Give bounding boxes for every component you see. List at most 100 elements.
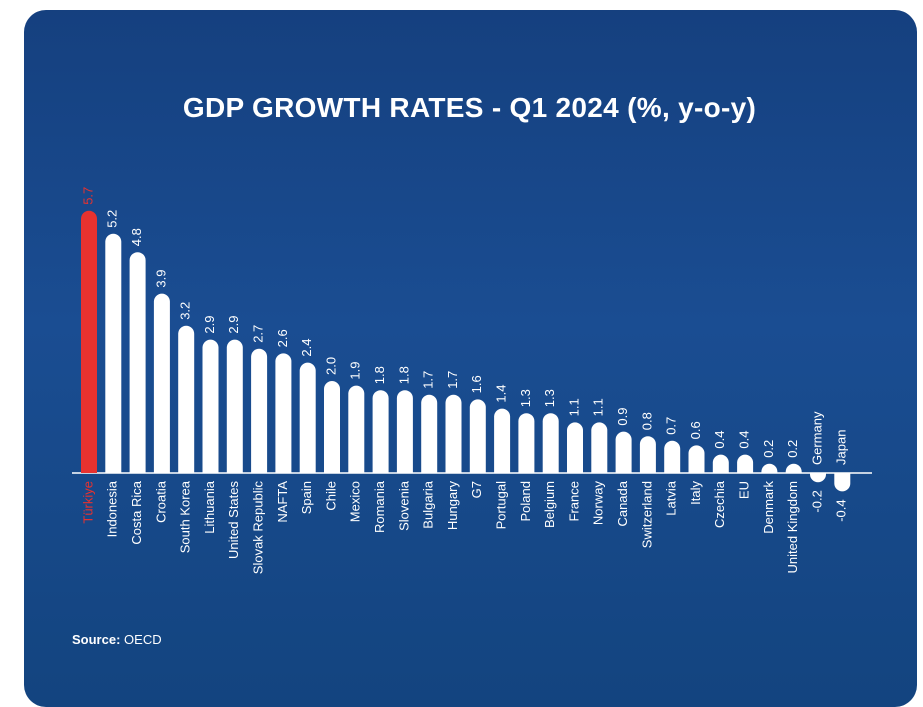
bar-united-states — [226, 339, 243, 473]
value-label: -0.4 — [834, 499, 849, 521]
bar-t-rkiye — [81, 210, 97, 474]
value-label: 5.2 — [105, 210, 120, 228]
value-label: 1.8 — [396, 366, 411, 384]
category-label: United States — [226, 481, 241, 560]
category-label: Slovenia — [396, 480, 411, 531]
bar-bulgaria — [421, 394, 438, 473]
bar-eu — [737, 454, 754, 473]
category-label: Costa Rica — [129, 480, 144, 544]
bar-poland — [518, 413, 535, 473]
value-label: 0.2 — [761, 440, 776, 458]
category-label: Slovak Republic — [251, 481, 266, 575]
bar-costa-rica — [129, 252, 146, 473]
category-label: Denmark — [761, 481, 776, 534]
bar-indonesia — [105, 233, 122, 473]
value-label: 2.0 — [323, 357, 338, 375]
category-label: Czechia — [712, 480, 727, 528]
bar-lithuania — [202, 339, 219, 473]
category-label: France — [566, 481, 581, 521]
category-label: Japan — [834, 430, 849, 465]
value-label: 1.1 — [591, 398, 606, 416]
bar-norway — [591, 422, 608, 473]
bar-italy — [688, 445, 705, 473]
category-label: G7 — [469, 481, 484, 498]
bar-nafta — [275, 353, 292, 473]
value-label: 1.4 — [494, 385, 509, 403]
category-label: Latvia — [664, 480, 679, 515]
value-label: 2.7 — [251, 325, 266, 343]
category-label: Türkiye — [80, 481, 95, 524]
category-label: Chile — [323, 481, 338, 511]
category-label: Croatia — [153, 480, 168, 523]
value-label: 1.3 — [518, 389, 533, 407]
category-label: Romania — [372, 480, 387, 533]
category-label: Spain — [299, 481, 314, 514]
bar-portugal — [494, 408, 511, 473]
category-label: Poland — [518, 481, 533, 521]
bar-slovak-republic — [251, 348, 268, 473]
category-label: Belgium — [542, 481, 557, 528]
value-label: 1.1 — [566, 398, 581, 416]
value-label: 2.9 — [226, 316, 241, 334]
value-label: 2.4 — [299, 339, 314, 357]
value-label: 1.9 — [348, 362, 363, 380]
value-label: 0.9 — [615, 408, 630, 426]
category-label: NAFTA — [275, 481, 290, 523]
value-label: 0.4 — [712, 431, 727, 449]
category-label: United Kingdom — [785, 481, 800, 574]
bar-mexico — [348, 385, 365, 473]
category-label: Mexico — [348, 481, 363, 522]
bar-france — [567, 422, 583, 473]
source-text: OECD — [124, 632, 162, 647]
bar-hungary — [445, 394, 462, 473]
category-label: Indonesia — [105, 480, 120, 537]
value-label: 3.2 — [178, 302, 193, 320]
bar-belgium — [542, 413, 559, 473]
bar-germany — [810, 473, 826, 483]
source-note: Source: OECD — [72, 632, 162, 647]
bar-switzerland — [639, 436, 656, 473]
category-label: Germany — [809, 411, 824, 465]
value-label: 1.3 — [542, 389, 557, 407]
bar-united-kingdom — [785, 463, 802, 473]
value-label: -0.2 — [809, 490, 824, 512]
bar-latvia — [664, 440, 681, 473]
bar-japan — [834, 473, 851, 492]
bar-denmark — [761, 463, 778, 473]
category-label: Portugal — [494, 481, 509, 530]
value-label: 0.4 — [737, 431, 752, 449]
chart-card — [24, 10, 917, 707]
source-label: Source: — [72, 632, 121, 647]
value-label: 0.8 — [639, 412, 654, 430]
category-label: Lithuania — [202, 480, 217, 534]
category-label: Norway — [591, 481, 606, 526]
value-label: 1.7 — [445, 371, 460, 389]
bar-canada — [615, 431, 632, 473]
category-label: EU — [737, 481, 752, 499]
bar-croatia — [153, 293, 170, 473]
category-label: Italy — [688, 481, 703, 505]
value-label: 0.2 — [785, 440, 800, 458]
value-label: 5.7 — [80, 187, 95, 205]
value-label: 0.7 — [664, 417, 679, 435]
value-label: 4.8 — [129, 228, 144, 246]
category-label: Hungary — [445, 481, 460, 531]
bar-czechia — [712, 454, 729, 473]
category-label: Canada — [615, 480, 630, 526]
value-label: 2.9 — [202, 316, 217, 334]
bar-slovenia — [396, 390, 413, 473]
bar-chile — [324, 381, 340, 473]
value-label: 1.6 — [469, 375, 484, 393]
value-label: 1.7 — [421, 371, 436, 389]
category-label: South Korea — [178, 480, 193, 553]
value-label: 2.6 — [275, 329, 290, 347]
value-label: 3.9 — [153, 270, 168, 288]
bar-south-korea — [178, 325, 195, 473]
value-label: 1.8 — [372, 366, 387, 384]
bar-g7 — [469, 399, 486, 473]
value-label: 0.6 — [688, 421, 703, 439]
bar-romania — [372, 390, 389, 473]
bar-spain — [299, 362, 316, 473]
category-label: Bulgaria — [421, 480, 436, 528]
